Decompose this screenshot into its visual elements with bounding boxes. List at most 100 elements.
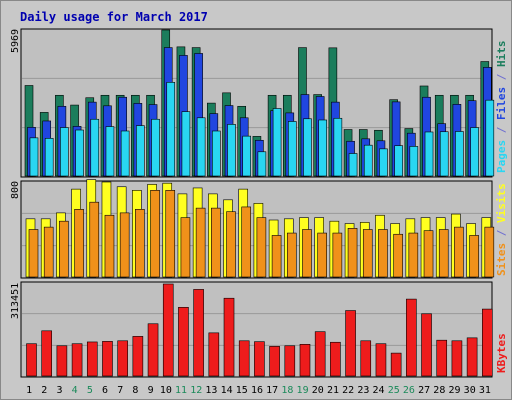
pages-bar: [75, 129, 84, 177]
pages-bar: [166, 82, 176, 177]
sites-bar: [256, 217, 267, 278]
pages-bar: [151, 118, 160, 177]
pages-bar: [470, 127, 479, 177]
x-tick-label: 21: [327, 385, 339, 396]
sites-bar: [104, 214, 115, 278]
pages-bar: [242, 135, 252, 177]
pages-bar: [90, 118, 100, 177]
kbytes-bar: [193, 289, 204, 377]
kbytes-bar: [436, 339, 448, 377]
kbytes-bar: [254, 341, 265, 377]
sites-bar: [302, 229, 312, 278]
kbytes-bar: [223, 297, 235, 377]
kbytes-bar: [314, 331, 326, 377]
pages-bar: [227, 124, 236, 177]
pages-bar: [181, 111, 191, 177]
kbytes-bar: [208, 332, 220, 377]
pages-bar: [257, 151, 267, 177]
top-max-label: 5969: [10, 29, 21, 53]
pages-bar: [455, 131, 464, 177]
kbytes-bar: [451, 340, 463, 377]
kbytes-bar: [421, 313, 432, 377]
pages-bar: [439, 131, 449, 177]
x-tick-label: 7: [117, 385, 123, 396]
kbytes-bar: [26, 343, 37, 377]
kbytes-bar: [284, 345, 296, 377]
bottom-legend: KBytes: [495, 333, 508, 373]
x-tick-label: 16: [251, 385, 263, 396]
x-tick-label: 9: [148, 385, 154, 396]
kbytes-bar: [360, 340, 372, 377]
kbytes-bar: [406, 298, 417, 377]
kbytes-bar: [86, 341, 98, 377]
x-tick-label: 11: [175, 385, 187, 396]
kbytes-bar: [56, 345, 68, 377]
sites-bar: [286, 232, 297, 278]
sites-bar: [454, 226, 464, 278]
sites-bar: [393, 233, 403, 278]
x-tick-label: 22: [342, 385, 354, 396]
kbytes-bar: [345, 310, 356, 377]
kbytes-bar: [482, 308, 493, 377]
kbytes-bar: [299, 344, 311, 377]
kbytes-bar: [390, 352, 402, 377]
sites-bar: [271, 235, 282, 278]
top-bars: [24, 29, 495, 177]
legend-hits: Hits: [495, 41, 508, 68]
sites-bar: [378, 229, 388, 278]
legend-separator: /: [495, 223, 508, 243]
kbytes-bar: [466, 337, 478, 377]
chart-title: Daily usage for March 2017: [20, 10, 208, 24]
pages-bar: [318, 119, 327, 177]
svg-text:Pages / Files / Hits: Pages / Files / Hits: [495, 41, 508, 174]
sites-bar: [408, 232, 419, 278]
x-tick-label: 27: [418, 385, 430, 396]
sites-bar: [59, 220, 69, 278]
sites-bar: [211, 207, 221, 278]
kbytes-bar: [41, 330, 52, 377]
x-tick-labels: 1 2 3 4 5 6 7 8 9 10 11 12 13 14 15 16 17 18 19 20 21 22 23 24 2…: [26, 385, 491, 396]
middle-legend: Sites / Visits: [495, 183, 508, 276]
pages-bar: [348, 153, 358, 177]
top-legend: Pages / Files / Hits: [495, 41, 508, 174]
sites-bar: [89, 201, 100, 278]
pages-bar: [60, 127, 69, 177]
x-tick-label: 18: [281, 385, 293, 396]
x-tick-label: 17: [266, 385, 278, 396]
legend-visits: Visits: [495, 183, 508, 223]
kbytes-bar: [117, 340, 128, 377]
sites-bar: [469, 235, 479, 278]
pages-bar: [212, 130, 221, 177]
pages-bar: [29, 137, 39, 177]
sites-bar: [28, 229, 39, 278]
sites-bar: [180, 217, 191, 278]
x-tick-label: 13: [205, 385, 217, 396]
legend-kbytes: KBytes: [495, 333, 508, 373]
pages-bar: [44, 138, 54, 177]
x-tick-label: 29: [448, 385, 460, 396]
bottom-max-label: 313451: [10, 283, 21, 319]
sites-bar: [362, 229, 373, 278]
x-tick-label: 25: [388, 385, 400, 396]
x-tick-label: 23: [357, 385, 369, 396]
bottom-bars: [26, 283, 493, 377]
kbytes-bar: [238, 340, 250, 377]
pages-bar: [424, 131, 434, 177]
sites-bar: [119, 212, 130, 278]
x-tick-label: 14: [221, 385, 233, 396]
x-tick-label: 26: [403, 385, 415, 396]
kbytes-bar: [269, 346, 280, 377]
x-tick-label: 3: [56, 385, 62, 396]
x-tick-label: 19: [297, 385, 309, 396]
kbytes-bar: [71, 343, 83, 377]
pages-bar: [379, 148, 388, 177]
middle-bars: [25, 179, 495, 278]
sites-bar: [43, 226, 54, 278]
kbytes-bar: [147, 323, 159, 377]
sites-bar: [332, 232, 343, 278]
svg-text:Sites / Visits: Sites / Visits: [495, 183, 508, 276]
x-tick-label: 2: [41, 385, 47, 396]
pages-bar: [363, 144, 373, 177]
